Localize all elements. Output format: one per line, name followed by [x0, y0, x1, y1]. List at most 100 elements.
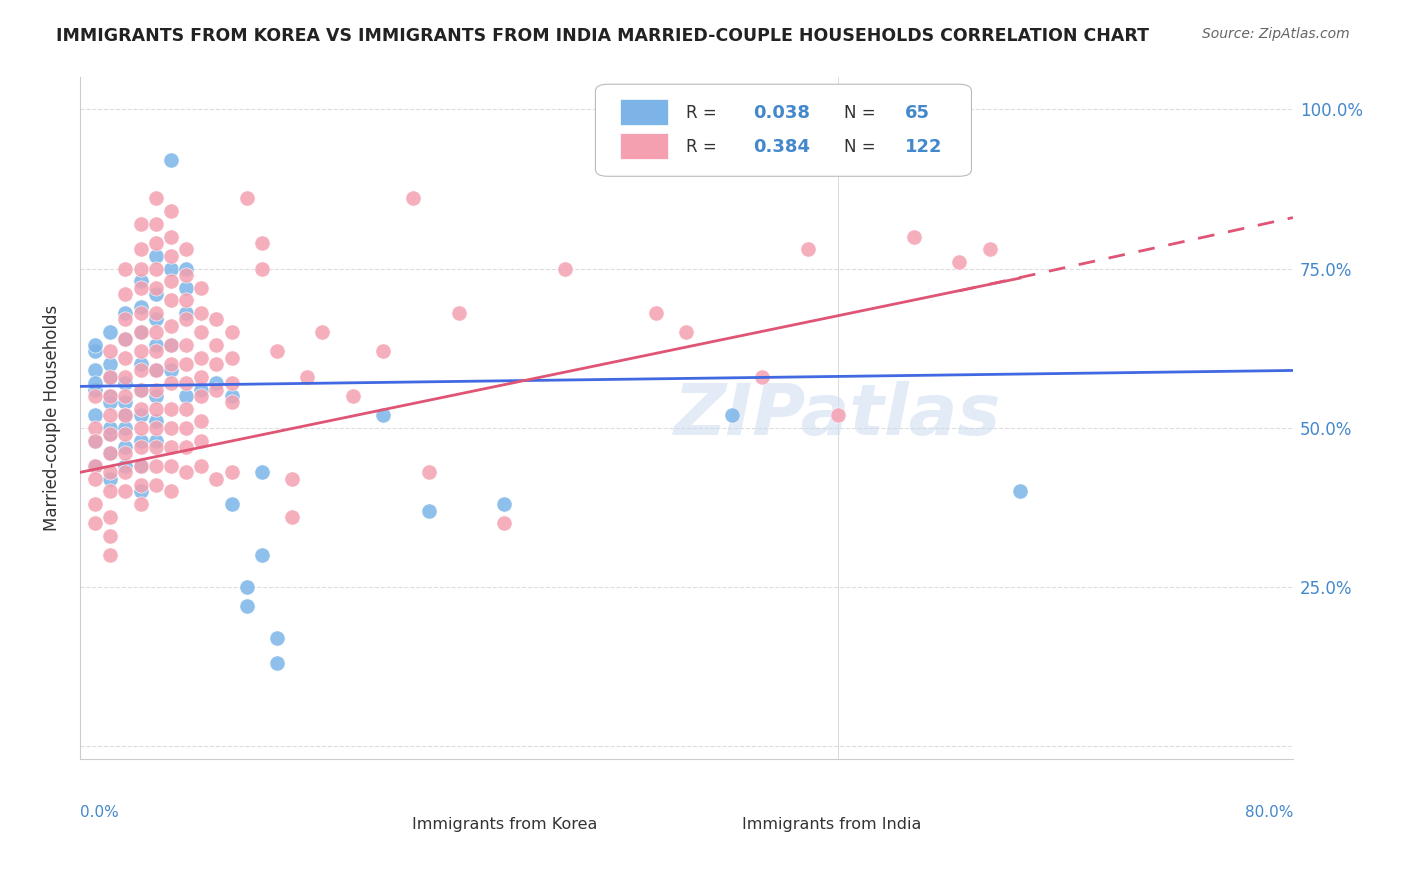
Immigrants from India — [114, 261, 136, 276]
Immigrants from Korea — [129, 408, 152, 422]
Immigrants from Korea — [114, 306, 136, 320]
Immigrants from India — [554, 261, 576, 276]
Immigrants from India — [160, 338, 183, 352]
Immigrants from India — [174, 421, 197, 435]
Immigrants from India — [129, 440, 152, 454]
Immigrants from Korea — [114, 395, 136, 409]
Immigrants from India — [373, 344, 395, 359]
Immigrants from Korea — [145, 414, 167, 428]
Immigrants from Korea — [98, 325, 121, 339]
Immigrants from Korea — [205, 376, 228, 391]
Immigrants from India — [903, 229, 925, 244]
Immigrants from Korea — [114, 421, 136, 435]
Immigrants from India — [190, 306, 212, 320]
Immigrants from India — [205, 357, 228, 371]
Immigrants from India — [190, 280, 212, 294]
Immigrants from Korea — [129, 325, 152, 339]
Immigrants from India — [174, 293, 197, 308]
Immigrants from India — [160, 357, 183, 371]
Immigrants from India — [190, 414, 212, 428]
Immigrants from India — [98, 484, 121, 499]
Immigrants from Korea — [129, 274, 152, 288]
Immigrants from India — [160, 204, 183, 219]
Immigrants from India — [160, 458, 183, 473]
Immigrants from Korea — [418, 503, 440, 517]
Text: 65: 65 — [904, 103, 929, 122]
Text: R =: R = — [686, 103, 723, 122]
Immigrants from India — [160, 274, 183, 288]
Immigrants from India — [129, 497, 152, 511]
Immigrants from India — [174, 376, 197, 391]
Immigrants from Korea — [174, 389, 197, 403]
Y-axis label: Married-couple Households: Married-couple Households — [44, 305, 60, 532]
Immigrants from India — [145, 261, 167, 276]
Immigrants from India — [114, 446, 136, 460]
Immigrants from India — [98, 466, 121, 480]
Immigrants from India — [84, 389, 107, 403]
Immigrants from India — [190, 458, 212, 473]
Immigrants from India — [160, 401, 183, 416]
Immigrants from India — [250, 261, 273, 276]
Immigrants from Korea — [84, 376, 107, 391]
Immigrants from India — [145, 440, 167, 454]
Immigrants from Korea — [145, 312, 167, 326]
Immigrants from India — [84, 458, 107, 473]
Immigrants from Korea — [174, 261, 197, 276]
Immigrants from Korea — [84, 363, 107, 377]
Immigrants from Korea — [494, 497, 516, 511]
Immigrants from India — [114, 389, 136, 403]
Immigrants from India — [145, 478, 167, 492]
Immigrants from India — [98, 529, 121, 543]
Immigrants from Korea — [174, 306, 197, 320]
Immigrants from Korea — [145, 363, 167, 377]
Immigrants from Korea — [129, 484, 152, 499]
Immigrants from Korea — [235, 580, 257, 594]
Immigrants from Korea — [145, 338, 167, 352]
Immigrants from Korea — [145, 287, 167, 301]
Immigrants from India — [145, 383, 167, 397]
Immigrants from Korea — [84, 338, 107, 352]
Immigrants from India — [98, 548, 121, 562]
Immigrants from Korea — [160, 153, 183, 168]
Immigrants from India — [98, 408, 121, 422]
Bar — [620, 99, 668, 125]
Immigrants from India — [160, 318, 183, 333]
Immigrants from India — [129, 458, 152, 473]
Immigrants from India — [84, 421, 107, 435]
Immigrants from India — [645, 306, 668, 320]
Immigrants from India — [98, 344, 121, 359]
Text: 0.038: 0.038 — [754, 103, 810, 122]
Immigrants from India — [129, 306, 152, 320]
Immigrants from Korea — [84, 383, 107, 397]
Immigrants from India — [281, 510, 304, 524]
Immigrants from Korea — [221, 389, 243, 403]
Immigrants from Korea — [721, 408, 744, 422]
Immigrants from Korea — [98, 427, 121, 442]
Immigrants from Korea — [129, 300, 152, 314]
Immigrants from India — [174, 357, 197, 371]
Text: N =: N = — [844, 103, 882, 122]
Immigrants from India — [114, 287, 136, 301]
Immigrants from India — [796, 243, 818, 257]
Immigrants from Korea — [98, 395, 121, 409]
Immigrants from India — [174, 466, 197, 480]
Immigrants from Korea — [129, 357, 152, 371]
Immigrants from Korea — [114, 376, 136, 391]
Immigrants from India — [114, 466, 136, 480]
Immigrants from India — [114, 312, 136, 326]
Immigrants from Korea — [190, 383, 212, 397]
Immigrants from India — [145, 458, 167, 473]
Immigrants from India — [205, 338, 228, 352]
Immigrants from India — [221, 395, 243, 409]
Immigrants from India — [114, 427, 136, 442]
Text: Source: ZipAtlas.com: Source: ZipAtlas.com — [1202, 27, 1350, 41]
Immigrants from Korea — [145, 249, 167, 263]
Immigrants from India — [129, 363, 152, 377]
Immigrants from India — [751, 369, 773, 384]
Immigrants from India — [145, 235, 167, 250]
Text: 0.0%: 0.0% — [80, 805, 118, 820]
Immigrants from Korea — [250, 466, 273, 480]
Immigrants from India — [221, 325, 243, 339]
Immigrants from India — [297, 369, 319, 384]
Immigrants from India — [174, 243, 197, 257]
